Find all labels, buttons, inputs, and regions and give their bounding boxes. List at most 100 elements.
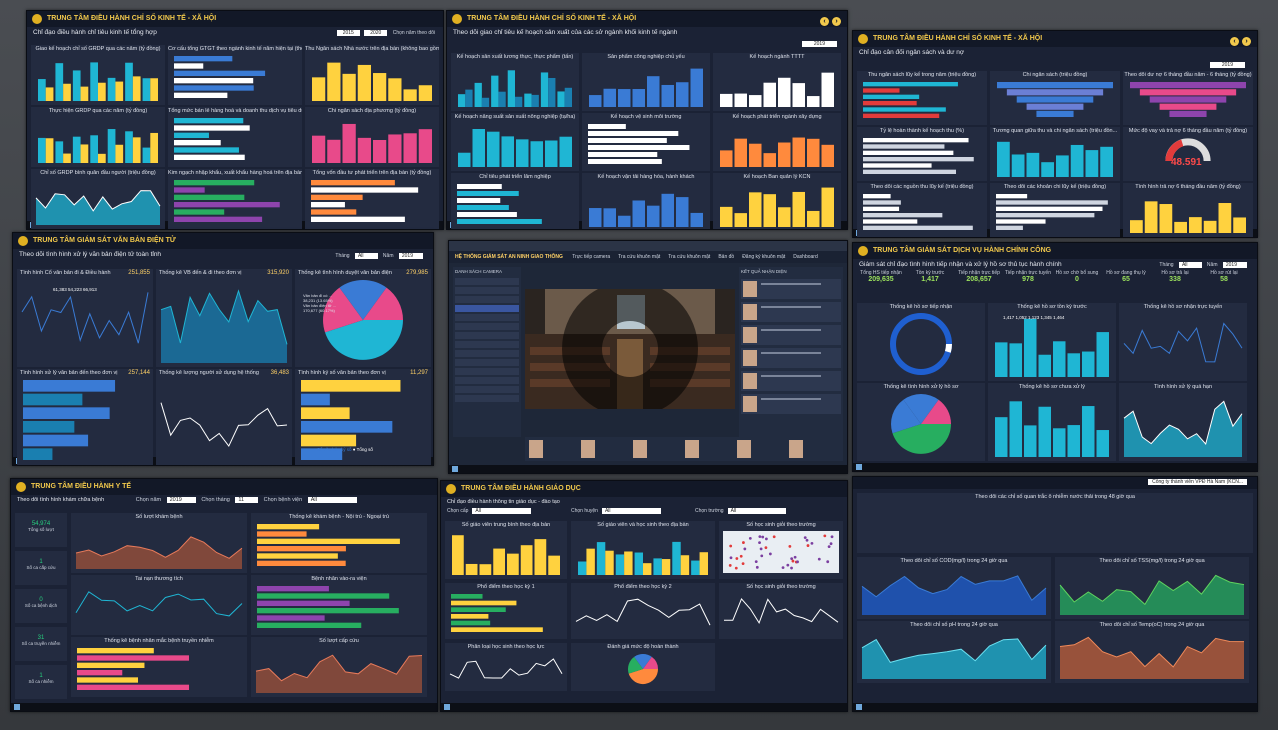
face-thumbnail[interactable] [685, 440, 699, 458]
mini-chart [890, 313, 952, 375]
camera-feed[interactable] [525, 289, 735, 409]
panel-title: Theo dõi dư nợ 6 tháng đầu năm - 6 tháng… [1124, 72, 1252, 78]
hospital-select[interactable]: All [307, 497, 357, 503]
year-from-select[interactable]: 2015 [336, 30, 360, 36]
month-select[interactable]: All [1178, 262, 1202, 268]
screen-title: TRUNG TÂM GIÁM SÁT VĂN BẢN ĐIỆN TỬ [33, 237, 176, 244]
legend: ● Số văn bản ký số ● Tổng số [313, 447, 373, 452]
month-select[interactable]: 11 [235, 497, 259, 503]
face-result-item[interactable] [741, 302, 841, 322]
camera-list-item[interactable] [455, 359, 519, 366]
budget-chart-panel: Chi ngân sách (triệu đồng) [990, 71, 1120, 125]
emblem-icon [858, 34, 868, 44]
budget-chart-panel: Theo dõi các khoản chi lũy kế (triệu đồn… [990, 183, 1120, 237]
filter-select[interactable]: All [472, 508, 531, 514]
tab-0[interactable]: Trực tiếp camera [572, 254, 611, 260]
tab-5[interactable]: Dashboard [793, 254, 818, 260]
camera-list-item[interactable] [455, 314, 519, 321]
line-label: 61,383 [53, 287, 69, 292]
camera-list-item[interactable] [455, 368, 519, 375]
camera-list-item[interactable] [455, 377, 519, 384]
camera-list-item[interactable] [455, 332, 519, 339]
stat-value: 209,635 [868, 276, 894, 283]
windows-start-icon[interactable] [452, 466, 458, 472]
face-thumbnail[interactable] [789, 440, 803, 458]
windows-start-icon[interactable] [856, 704, 862, 710]
camera-list-item[interactable] [455, 341, 519, 348]
stat-tile: Tổng HS tiếp nhận 209,635 [857, 270, 905, 283]
panel-title: Theo dõi các nguồn thu lũy kế (triệu đồn… [870, 184, 974, 190]
sector-chart-panel: Kế hoạch Ban quản lý KCN [713, 173, 841, 229]
face-result-item[interactable] [741, 348, 841, 368]
stat-label: Tiếp nhận trực tiếp [958, 270, 1000, 276]
screen-subtitle: Chỉ đạo điều hành chỉ tiêu kinh tế tổng … [33, 29, 435, 36]
edu-chart-panel: Phổ điểm theo học kỳ 1 [445, 583, 567, 639]
panel-title: Theo dõi chỉ số COD(mg/l) trong 24 giờ q… [900, 558, 1008, 564]
tab-1[interactable]: Tra cứu khuôn mặt [618, 254, 661, 260]
month-select[interactable]: All [354, 253, 378, 259]
face-thumbnail[interactable] [529, 440, 543, 458]
filter-label: Chọn huyện [571, 508, 598, 514]
back-arrow-icon[interactable]: ‹ [820, 17, 829, 26]
emblem-icon [32, 14, 42, 24]
face-result-item[interactable] [741, 325, 841, 345]
face-thumbnail[interactable] [737, 440, 751, 458]
stat-label: Số ca cấp cứu [26, 565, 56, 570]
taskbar [853, 703, 1257, 711]
year-select[interactable]: 2019 [1222, 262, 1247, 268]
docs-chart-panel: Thống kê VB đến & đi theo đơn vị 315,920 [156, 269, 292, 367]
docs-chart-panel: Tình hình ký số văn bản theo đơn vị 11,29… [295, 369, 431, 465]
budget-chart-panel: Tương quan giữa thu và chi ngân sách (tr… [990, 127, 1120, 181]
windows-start-icon[interactable] [856, 464, 862, 470]
camera-list-item[interactable] [455, 350, 519, 357]
legend-item: ● Tổng số [352, 447, 373, 452]
legend-item: ● Số văn bản ký số [313, 447, 353, 452]
filter-select[interactable]: All [727, 508, 787, 514]
panel-title: Thống kê hồ sơ chưa xử lý [1019, 384, 1085, 390]
face-result-item[interactable] [741, 394, 841, 414]
camera-list-item[interactable] [455, 296, 519, 303]
tab-2[interactable]: Tra cứu khuôn mặt [668, 254, 711, 260]
company-select[interactable]: Công ty thành viên VPĐ Hà Nam (KCN... [1148, 479, 1247, 485]
face-thumbnail[interactable] [581, 440, 595, 458]
camera-list-item[interactable] [455, 278, 519, 285]
tab-4[interactable]: Đăng ký khuôn mặt [742, 254, 786, 260]
month-label: Tháng [1159, 262, 1174, 268]
camera-list-item[interactable] [455, 386, 519, 393]
mini-chart [23, 380, 116, 460]
year-select[interactable]: 2019 [166, 497, 196, 503]
camera-list-item[interactable] [455, 395, 519, 402]
camera-list-item[interactable] [455, 287, 519, 294]
face-thumbnail[interactable] [633, 440, 647, 458]
face-thumbnail [743, 281, 757, 297]
edu-chart-panel: Số học sinh giỏi theo trường [719, 583, 843, 639]
forward-arrow-icon[interactable]: › [1242, 37, 1251, 46]
forward-arrow-icon[interactable]: › [832, 17, 841, 26]
face-result-item[interactable] [741, 371, 841, 391]
year-select[interactable]: 2019 [398, 253, 423, 259]
stat-label: Hồ sơ đang thụ lý [1106, 270, 1146, 276]
bar-value-labels: 1,417 1,052 1,123 1,345 1,464 [1003, 315, 1064, 320]
windows-start-icon[interactable] [14, 704, 20, 710]
env-header: Công ty thành viên VPĐ Hà Nam (KCN... [853, 477, 1257, 489]
stat-value: 0 [1075, 276, 1079, 283]
stat-value: 978 [1022, 276, 1034, 283]
pie-label: Văn bản điện tử ... [303, 303, 336, 308]
mini-chart [312, 123, 432, 163]
year-range-label: Chọn năm theo dõi [392, 30, 435, 36]
camera-list-item[interactable] [455, 305, 519, 312]
back-arrow-icon[interactable]: ‹ [1230, 37, 1239, 46]
camera-list-item[interactable] [455, 323, 519, 330]
panel-title: Kế hoạch nâng suất sản xuất nông nghiệp … [454, 114, 576, 120]
stat-label: Hồ sơ rút lại [1210, 270, 1238, 276]
windows-start-icon[interactable] [444, 704, 450, 710]
panel-total: 315,920 [267, 270, 289, 276]
year-to-select[interactable]: 2020 [364, 30, 388, 36]
face-result-item[interactable] [741, 279, 841, 299]
panel-title: Tình hình Cổ văn bản đi & Điều hành [20, 270, 111, 276]
tab-3[interactable]: Bản đồ [718, 254, 735, 260]
hospital-label: Chọn bệnh viện [263, 497, 303, 503]
gauge-value: 48.591 [1171, 157, 1202, 168]
panel-title: Thống kê lượng người sử dụng hệ thống [159, 370, 259, 376]
filter-select[interactable]: All [601, 508, 661, 514]
